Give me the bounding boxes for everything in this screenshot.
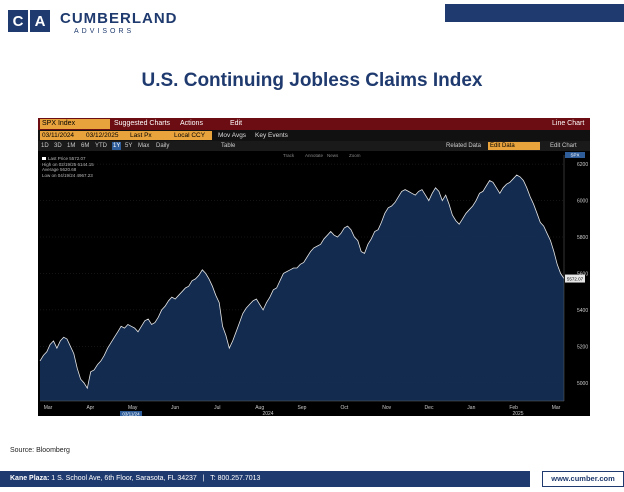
source-note: Source: Bloomberg [10,447,70,454]
brand-sub: ADVISORS [74,28,135,35]
x-tick-label: May [128,405,138,411]
y-tick-label: 6200 [577,162,588,168]
page-title: U.S. Continuing Jobless Claims Index [141,70,483,91]
ticker-tag [565,152,585,158]
price-area [40,175,564,401]
terminal-period-bar: 1D 3D 1M 6M YTD 1Y 5Y Max Daily Table Re… [38,141,590,151]
chart-tool-track: Track [283,153,295,158]
related-data-button[interactable]: Related Data [446,143,482,149]
menu-actions[interactable]: Actions [180,120,203,127]
chart-legend: Last Price 5572.07 High on 02/19/25 6144… [42,156,94,178]
x-tick-label: Oct [340,405,348,411]
x-tick-label: Jul [214,405,220,411]
currency-field[interactable]: Local CCY [172,131,212,140]
table-button[interactable]: Table [221,143,236,149]
logo-letter-c: C [8,10,28,32]
footer-phone: T: 800.257.7013 [210,475,261,482]
y-tick-label: 5000 [577,381,588,387]
footer-address: 1 S. School Ave, 6th Floor, Sarasota, FL… [51,475,197,482]
price-line [39,174,565,390]
x-tick-label: Apr [86,405,94,411]
ticker-field[interactable]: SPX Index [40,119,110,129]
period-5y[interactable]: 5Y [125,143,133,149]
end-date-field[interactable]: 03/12/2025 [84,131,128,140]
frequency-select[interactable]: Daily [156,143,170,149]
period-max[interactable]: Max [138,143,150,149]
y-tick-label: 5600 [577,271,588,277]
price-field[interactable]: Last Px [128,131,172,140]
y-tick-label: 6000 [577,199,588,205]
bloomberg-chart-panel: SPX Index Suggested Charts Actions Edit … [38,118,590,416]
brand-name: CUMBERLAND [60,10,178,27]
edit-chart-button[interactable]: Edit Chart [550,143,577,149]
chart-mode-label: Line Chart [552,120,585,127]
x-tick-label: Feb [509,405,518,411]
menu-edit[interactable]: Edit [230,120,243,127]
chart-tool-zoom: Zoom [349,153,361,158]
x-tick-label: Nov [382,405,391,411]
period-1y[interactable]: 1Y [112,142,122,150]
last-price-tag [565,274,585,283]
x-tick-label: Mar [552,405,561,411]
footer-url-link[interactable]: www.cumber.com [542,471,624,487]
legend-row-low: Low on 04/19/24 4967.23 [42,172,93,178]
year-label-2024: 2024 [262,411,273,416]
legend-row-average: Average 5620.68 [42,167,77,172]
y-tick-label: 5200 [577,344,588,350]
period-ytd[interactable]: YTD [95,143,107,149]
x-tick-label: Jun [171,405,179,411]
menu-suggested-charts[interactable]: Suggested Charts [114,120,171,127]
start-date-label: 03/11/24 [122,412,140,417]
terminal-menu-bar: SPX Index Suggested Charts Actions Edit … [38,118,590,130]
footer-bar: Kane Plaza: 1 S. School Ave, 6th Floor, … [0,471,530,487]
period-1d[interactable]: 1D [41,143,49,149]
x-tick-label: Jan [467,405,475,411]
legend-row-last: Last Price 5572.07 [42,156,94,162]
x-tick-label: Sep [298,405,307,411]
period-6m[interactable]: 6M [81,143,90,149]
year-label-2025: 2025 [512,411,523,416]
y-tick-label: 5400 [577,308,588,314]
price-chart[interactable]: Track Annotate News Zoom 5000 5200 5400 5600 580… [38,151,590,416]
footer-separator: | [202,475,205,482]
x-tick-label: Mar [44,405,53,411]
start-date-field[interactable]: 03/11/2024 [40,131,84,140]
period-3d[interactable]: 3D [54,143,62,149]
period-1m[interactable]: 1M [67,143,76,149]
key-events-toggle[interactable]: Key Events [255,132,288,139]
header-accent-bar [445,4,624,22]
ticker-tag-label: SPX [570,153,579,158]
footer-label: Kane Plaza: [10,475,50,482]
edit-data-button[interactable]: Edit Data [488,142,540,150]
chart-tool-annotate: Annotate [305,153,324,158]
brand-logo: C A [8,10,52,32]
legend-row-high: High on 02/19/25 6144.15 [42,161,94,167]
terminal-range-bar: 03/11/2024 03/12/2025 Last Px Local CCY … [38,130,590,141]
x-tick-label: Dec [425,405,434,411]
start-date-tag [120,411,142,416]
logo-letter-a: A [30,10,50,32]
last-price-label: 5572.07 [567,277,584,282]
mov-avgs-toggle[interactable]: Mov Avgs [218,132,247,139]
y-tick-label: 5800 [577,235,588,241]
chart-tool-news: News [327,153,339,158]
x-tick-label: Aug [255,405,264,411]
